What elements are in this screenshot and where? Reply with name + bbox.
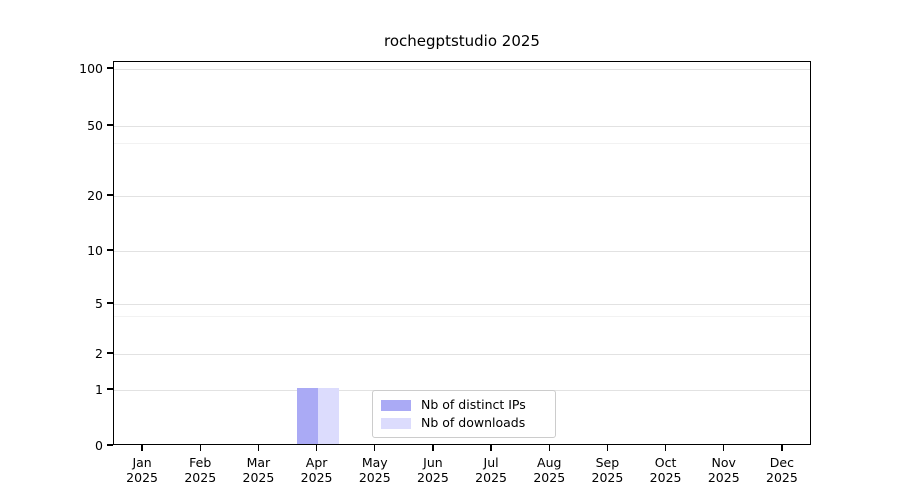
y-tick-mark-5	[107, 302, 113, 304]
x-tick-label-jun: Jun 2025	[393, 455, 473, 485]
x-tick-label-month: Aug	[537, 455, 562, 470]
legend-swatch-icon	[381, 417, 411, 429]
y-tick-mark-100	[107, 67, 113, 69]
x-tick-label-year: 2025	[126, 470, 158, 485]
gridline-major-10	[114, 251, 810, 252]
y-tick-label-text: 20	[87, 187, 103, 203]
x-tick-label-dec: Dec 2025	[742, 455, 822, 485]
x-tick-mark-feb	[199, 445, 201, 451]
x-tick-mark-jun	[432, 445, 434, 451]
y-tick-label-0: 0	[0, 439, 103, 452]
y-tick-mark-0	[107, 444, 113, 446]
y-tick-mark-1	[107, 388, 113, 390]
x-tick-label-jan: Jan 2025	[102, 455, 182, 485]
y-tick-mark-50	[107, 124, 113, 126]
x-tick-label-year: 2025	[475, 470, 507, 485]
bars-layer	[114, 62, 810, 444]
x-tick-label-year: 2025	[417, 470, 449, 485]
bar-apr-series-0	[296, 388, 318, 444]
x-tick-label-month: Nov	[711, 455, 736, 470]
x-tick-label-aug: Aug 2025	[509, 455, 589, 485]
gridline-major-100	[114, 69, 810, 70]
y-tick-label-50: 50	[0, 119, 103, 132]
x-tick-label-mar: Mar 2025	[218, 455, 298, 485]
chart-title: rochegptstudio 2025	[384, 32, 540, 50]
x-tick-label-jul: Jul 2025	[451, 455, 531, 485]
x-tick-label-month: Sep	[595, 455, 620, 470]
x-tick-mark-aug	[548, 445, 550, 451]
x-tick-label-sep: Sep 2025	[567, 455, 647, 485]
x-tick-label-year: 2025	[242, 470, 275, 485]
y-tick-label-2: 2	[0, 347, 103, 360]
x-tick-label-year: 2025	[184, 470, 217, 485]
x-tick-label-year: 2025	[591, 470, 624, 485]
x-tick-mark-jan	[141, 445, 143, 451]
x-tick-label-month: Apr	[305, 455, 328, 470]
y-tick-mark-20	[107, 194, 113, 196]
x-tick-label-oct: Oct 2025	[626, 455, 706, 485]
y-tick-label-text: 0	[95, 437, 103, 453]
gridline-major-50	[114, 126, 810, 127]
gridline-minor-4	[114, 316, 810, 318]
x-tick-mark-may	[374, 445, 376, 451]
x-tick-label-year: 2025	[358, 470, 391, 485]
x-tick-label-month: Feb	[189, 455, 212, 470]
legend-label: Nb of distinct IPs	[421, 397, 526, 412]
bar-apr-series-1	[317, 388, 339, 444]
gridline-minor-40	[114, 143, 810, 145]
y-tick-label-text: 5	[95, 295, 103, 311]
y-tick-label-1: 1	[0, 383, 103, 396]
x-tick-label-year: 2025	[533, 470, 566, 485]
y-tick-label-100: 100	[0, 62, 103, 75]
gridline-major-5	[114, 304, 810, 305]
y-tick-mark-10	[107, 249, 113, 251]
x-tick-mark-oct	[664, 445, 667, 451]
x-tick-label-month: Jun	[423, 455, 443, 470]
x-tick-label-year: 2025	[766, 470, 798, 485]
x-tick-mark-dec	[781, 445, 783, 451]
y-tick-label-10: 10	[0, 244, 103, 257]
x-tick-label-feb: Feb 2025	[160, 455, 240, 485]
gridline-major-2	[114, 354, 810, 355]
legend-item-1[interactable]: Nb of downloads	[381, 414, 547, 432]
x-tick-label-month: Dec	[769, 455, 794, 470]
y-tick-label-text: 2	[95, 345, 103, 361]
x-tick-label-month: May	[361, 455, 388, 470]
x-tick-label-year: 2025	[300, 470, 333, 485]
x-tick-label-year: 2025	[649, 470, 682, 485]
y-tick-label-text: 10	[87, 242, 103, 258]
y-tick-label-text: 1	[95, 381, 103, 397]
x-tick-label-month: Jul	[483, 455, 499, 470]
legend-swatch-icon	[381, 399, 411, 411]
x-tick-label-nov: Nov 2025	[684, 455, 764, 485]
y-tick-label-5: 5	[0, 297, 103, 310]
x-tick-label-year: 2025	[707, 470, 740, 485]
x-tick-mark-jul	[490, 445, 492, 451]
gridline-major-20	[114, 196, 810, 197]
y-tick-label-text: 100	[79, 60, 103, 76]
x-tick-mark-mar	[257, 445, 260, 451]
plot-area	[113, 61, 811, 445]
x-tick-mark-nov	[723, 445, 725, 451]
y-tick-mark-2	[107, 352, 113, 354]
x-tick-label-apr: Apr 2025	[277, 455, 357, 485]
x-tick-mark-sep	[606, 445, 609, 451]
x-tick-label-month: Mar	[246, 455, 271, 470]
x-tick-label-month: Jan	[132, 455, 152, 470]
legend-label: Nb of downloads	[421, 415, 526, 430]
x-tick-label-may: May 2025	[335, 455, 415, 485]
x-tick-label-month: Oct	[654, 455, 677, 470]
y-tick-label-20: 20	[0, 189, 103, 202]
x-tick-mark-apr	[315, 445, 318, 451]
chart-legend: Nb of distinct IPs Nb of downloads	[372, 390, 556, 438]
legend-item-0[interactable]: Nb of distinct IPs	[381, 396, 547, 414]
y-tick-label-text: 50	[87, 117, 103, 133]
